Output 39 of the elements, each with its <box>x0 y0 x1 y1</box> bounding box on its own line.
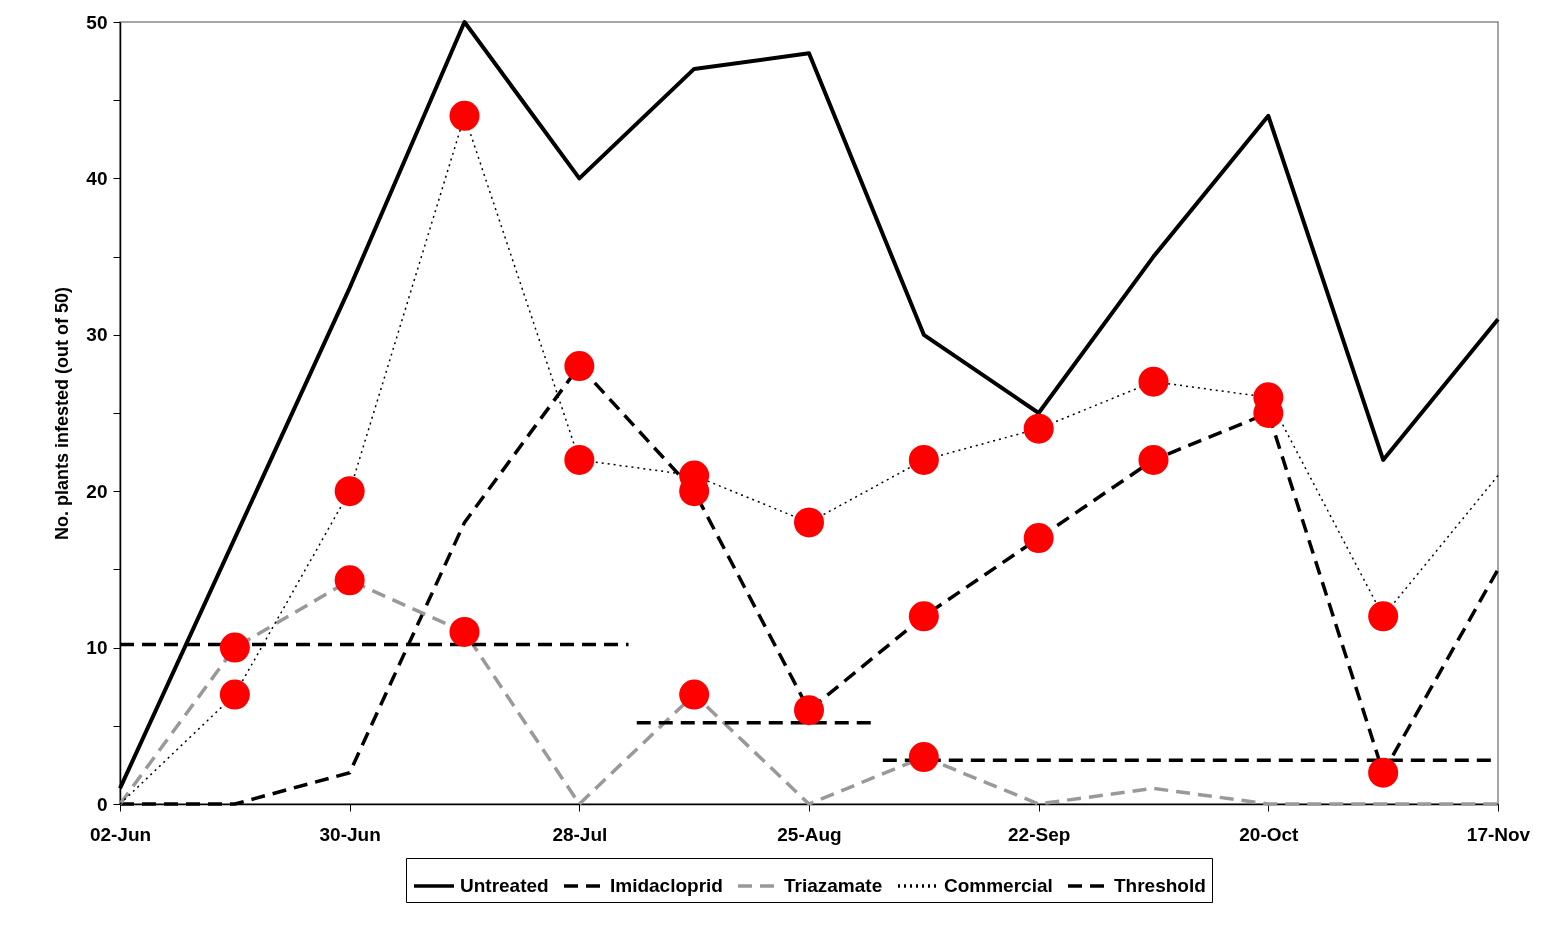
point <box>1138 444 1169 475</box>
point <box>219 632 250 663</box>
point <box>564 351 595 382</box>
legend-label: Untreated <box>460 875 549 896</box>
legend-label: Commercial <box>944 875 1053 896</box>
x-tick-label: 22-Sep <box>1008 823 1071 845</box>
point <box>679 679 710 710</box>
point <box>219 679 250 710</box>
point <box>449 100 480 131</box>
point <box>908 742 939 773</box>
y-tick-label: 40 <box>86 167 108 189</box>
point <box>794 695 824 726</box>
y-tick-label: 0 <box>96 793 108 815</box>
x-tick-label: 02-Jun <box>89 823 152 845</box>
point <box>794 507 824 538</box>
point <box>334 565 365 596</box>
point <box>334 476 365 507</box>
x-tick-label: 30-Jun <box>319 823 381 845</box>
x-tick-label: 20-Oct <box>1239 823 1300 845</box>
y-tick-label: 10 <box>86 637 108 659</box>
point <box>1023 413 1054 444</box>
x-tick-label: 28-Jul <box>552 823 608 845</box>
x-tick-label: 25-Aug <box>777 823 842 845</box>
legend-label: Threshold <box>1114 875 1206 896</box>
point <box>1023 523 1054 554</box>
y-tick-label: 50 <box>86 11 108 33</box>
legend-label: Imidacloprid <box>610 875 723 896</box>
point <box>564 444 595 475</box>
point <box>1368 601 1399 632</box>
point <box>908 444 939 475</box>
point <box>449 616 480 647</box>
point <box>1368 757 1399 788</box>
point <box>908 601 939 632</box>
y-axis-title: No. plants infested (out of 50) <box>52 286 73 541</box>
y-tick-label: 30 <box>86 324 108 346</box>
x-tick-label: 17-Nov <box>1466 823 1531 845</box>
legend-label: Triazamate <box>784 875 883 896</box>
point <box>1138 366 1169 397</box>
y-tick-label: 20 <box>86 480 108 502</box>
